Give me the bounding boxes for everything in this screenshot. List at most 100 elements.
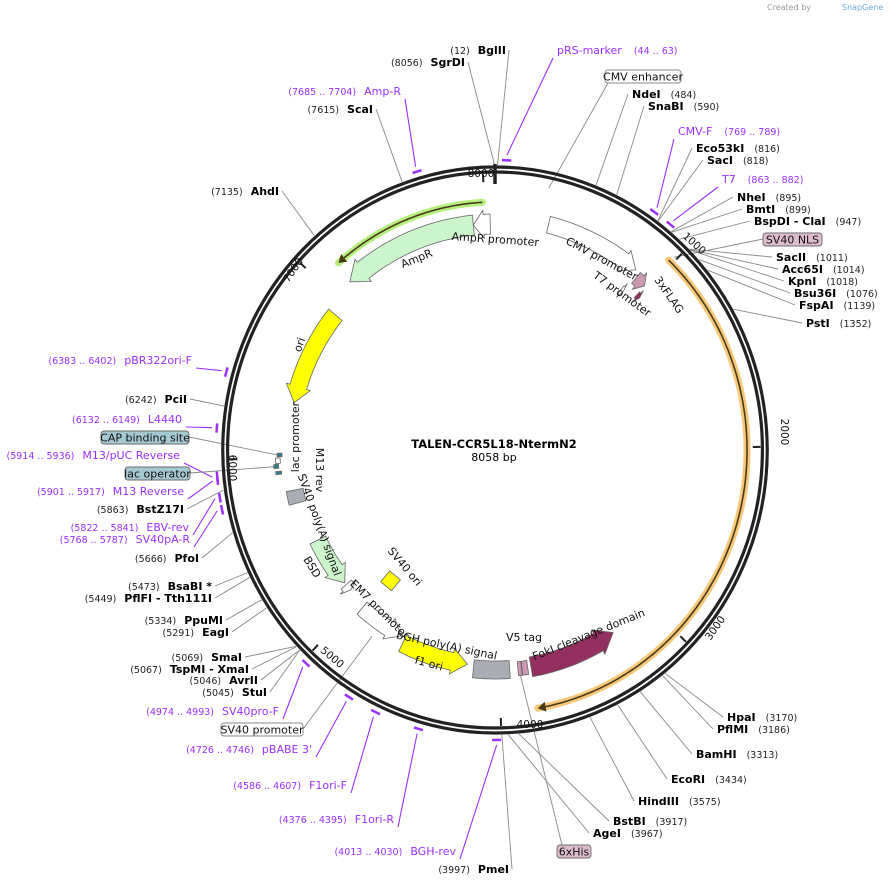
feature-cmv-promoter[interactable] (546, 216, 637, 272)
primer-label[interactable]: (5768 .. 5787) SV40pA-R (60, 533, 191, 546)
enzyme-site-label[interactable]: (5863) BstZ17I (97, 503, 184, 516)
enzyme-site-label[interactable]: (12) BglII (450, 44, 506, 57)
feature-sv40-promoter[interactable] (356, 601, 402, 640)
enzyme-site-label[interactable]: BmtI (899) (746, 203, 811, 216)
enzyme-site-label[interactable]: SnaBI (590) (648, 100, 719, 113)
primer-label[interactable]: T7 (863 .. 882) (721, 173, 803, 186)
feature-t7-promoter[interactable] (615, 283, 628, 298)
callout-box[interactable] (556, 844, 592, 859)
enzyme-site-label[interactable]: SacI (818) (707, 154, 769, 167)
feature-ampr[interactable] (349, 214, 475, 283)
enzyme-site-label[interactable]: (8056) SgrDI (391, 56, 465, 69)
enzyme-site-label[interactable]: NdeI (484) (632, 88, 696, 101)
label-ampr-promoter: AmpR promoter (451, 230, 540, 249)
primer-label[interactable]: (4013 .. 4030) BGH-rev (334, 845, 456, 858)
feature-cap-binding-site[interactable] (276, 452, 283, 458)
enzyme-site-label[interactable]: PstI (1352) (806, 317, 871, 330)
feature-sv40-nls[interactable] (632, 290, 644, 303)
enzyme-site-label[interactable]: (5045) StuI (202, 686, 267, 699)
primer-binding-mark[interactable] (666, 220, 675, 229)
enzyme-site-label[interactable]: (5473) BsaBI * (128, 580, 212, 593)
feature-sv40-ori[interactable] (380, 570, 401, 592)
feature-bgh-poly-a-signal[interactable] (472, 659, 511, 680)
enzyme-site-label[interactable]: (7615) ScaI (307, 103, 373, 116)
primer-binding-mark[interactable] (219, 504, 225, 515)
callout-box[interactable] (762, 232, 823, 247)
enzyme-site-label[interactable]: FspAI (1139) (799, 299, 875, 312)
orf-line[interactable] (339, 201, 483, 263)
primer-binding-mark[interactable] (223, 367, 229, 378)
enzyme-site-label[interactable]: BstBI (3917) (613, 815, 687, 828)
enzyme-site-label[interactable]: NheI (895) (737, 191, 801, 204)
primer-label[interactable]: (5901 .. 5917) M13 Reverse (37, 485, 184, 498)
primer-binding-mark[interactable] (370, 708, 381, 716)
enzyme-site-label[interactable]: SacII (1011) (776, 251, 848, 264)
enzyme-site-label[interactable]: HindIII (3575) (638, 795, 721, 808)
feature-m13-rev[interactable] (275, 470, 283, 476)
primer-label[interactable]: pRS-marker (44 .. 63) (557, 44, 678, 57)
feature-6xhis[interactable] (516, 660, 523, 677)
primer-label[interactable]: (4376 .. 4395) F1ori-R (279, 813, 394, 826)
enzyme-site-label[interactable]: Eco53kI (816) (696, 142, 780, 155)
enzyme-leader-line (375, 108, 403, 182)
callout-box[interactable] (100, 430, 190, 445)
primer-label[interactable]: (4586 .. 4607) F1ori-F (233, 779, 347, 792)
enzyme-site-label[interactable]: BspDI - ClaI (947) (754, 215, 861, 228)
primer-leader-line (404, 98, 417, 167)
enzyme-site-label[interactable]: AgeI (3967) (593, 827, 663, 840)
feature-sv40-poly-a-signal[interactable] (285, 487, 307, 506)
callout-box[interactable] (220, 722, 304, 737)
primer-binding-mark[interactable] (301, 659, 311, 668)
feature-foki-cleavage-domain[interactable] (528, 629, 614, 678)
feature-lac-operator[interactable] (273, 463, 280, 470)
primer-binding-mark[interactable] (217, 492, 222, 503)
enzyme-site-label[interactable]: (5334) PpuMI (145, 614, 223, 627)
enzyme-site-label[interactable]: PflMI (3186) (717, 723, 790, 736)
enzyme-site-label[interactable]: (3997) PmeI (438, 863, 509, 876)
enzyme-site-label[interactable]: (7135) AhdI (211, 185, 279, 198)
feature-3xflag[interactable] (631, 271, 648, 291)
enzyme-site-label[interactable]: (5666) PfoI (135, 552, 199, 565)
enzyme-leader-line (518, 733, 610, 822)
feature-bsd[interactable] (309, 535, 346, 584)
primer-label[interactable]: CMV-F (769 .. 789) (678, 125, 780, 138)
enzyme-site-label[interactable]: EcoRI (3434) (671, 773, 747, 786)
primer-leader-line (350, 716, 375, 794)
primer-label[interactable]: (4726 .. 4746) pBABE 3' (186, 743, 312, 756)
primer-name: F1ori-F (309, 779, 347, 792)
primer-label[interactable]: (6383 .. 6402) pBR322ori-F (48, 354, 192, 367)
feature-ori[interactable] (285, 308, 343, 404)
enzyme-site-label[interactable]: (5067) TspMI - XmaI (130, 663, 249, 676)
feature-ampr-promoter[interactable] (472, 209, 491, 240)
primer-binding-mark[interactable] (344, 693, 354, 701)
enzyme-site-label[interactable]: (6242) PciI (125, 393, 187, 406)
primer-range: (4586 .. 4607) (233, 781, 301, 792)
primer-binding-mark[interactable] (413, 726, 424, 732)
primer-range: (769 .. 789) (724, 127, 780, 138)
primer-binding-mark[interactable] (412, 169, 422, 175)
primer-binding-mark[interactable] (649, 208, 659, 216)
feature-f1-ori[interactable] (398, 634, 469, 675)
enzyme-site-label[interactable]: Bsu36I (1076) (794, 287, 878, 300)
primer-label[interactable]: (5822 .. 5841) EBV-rev (71, 521, 190, 534)
feature-em7-promoter[interactable] (339, 579, 357, 595)
enzyme-site-label[interactable]: (5046) AvrII (190, 674, 259, 687)
feature-lac-promoter[interactable] (274, 457, 281, 464)
enzyme-site-label[interactable]: (5069) SmaI (172, 651, 243, 664)
primer-label[interactable]: (4974 .. 4993) SV40pro-F (146, 705, 279, 718)
primer-binding-mark[interactable] (215, 475, 220, 485)
enzyme-leader-line (657, 159, 704, 222)
primer-binding-mark[interactable] (215, 423, 219, 433)
orf-line[interactable] (540, 259, 748, 709)
callout-box[interactable] (124, 466, 191, 481)
primer-label[interactable]: (7685 .. 7704) Amp-R (288, 85, 401, 98)
enzyme-site-label[interactable]: (5291) EagI (163, 626, 230, 639)
enzyme-site-label[interactable]: (5449) PflFI - Tth111I (85, 592, 212, 605)
enzyme-site-label[interactable]: BamHI (3313) (696, 748, 778, 761)
enzyme-site-label[interactable]: HpaI (3170) (727, 711, 797, 724)
callout-box[interactable] (604, 69, 682, 84)
primer-label[interactable]: (6132 .. 6149) L4440 (72, 413, 182, 426)
enzyme-site-label[interactable]: Acc65I (1014) (782, 263, 865, 276)
primer-label[interactable]: (5914 .. 5936) M13/pUC Reverse (7, 449, 181, 462)
enzyme-site-label[interactable]: KpnI (1018) (788, 275, 858, 288)
